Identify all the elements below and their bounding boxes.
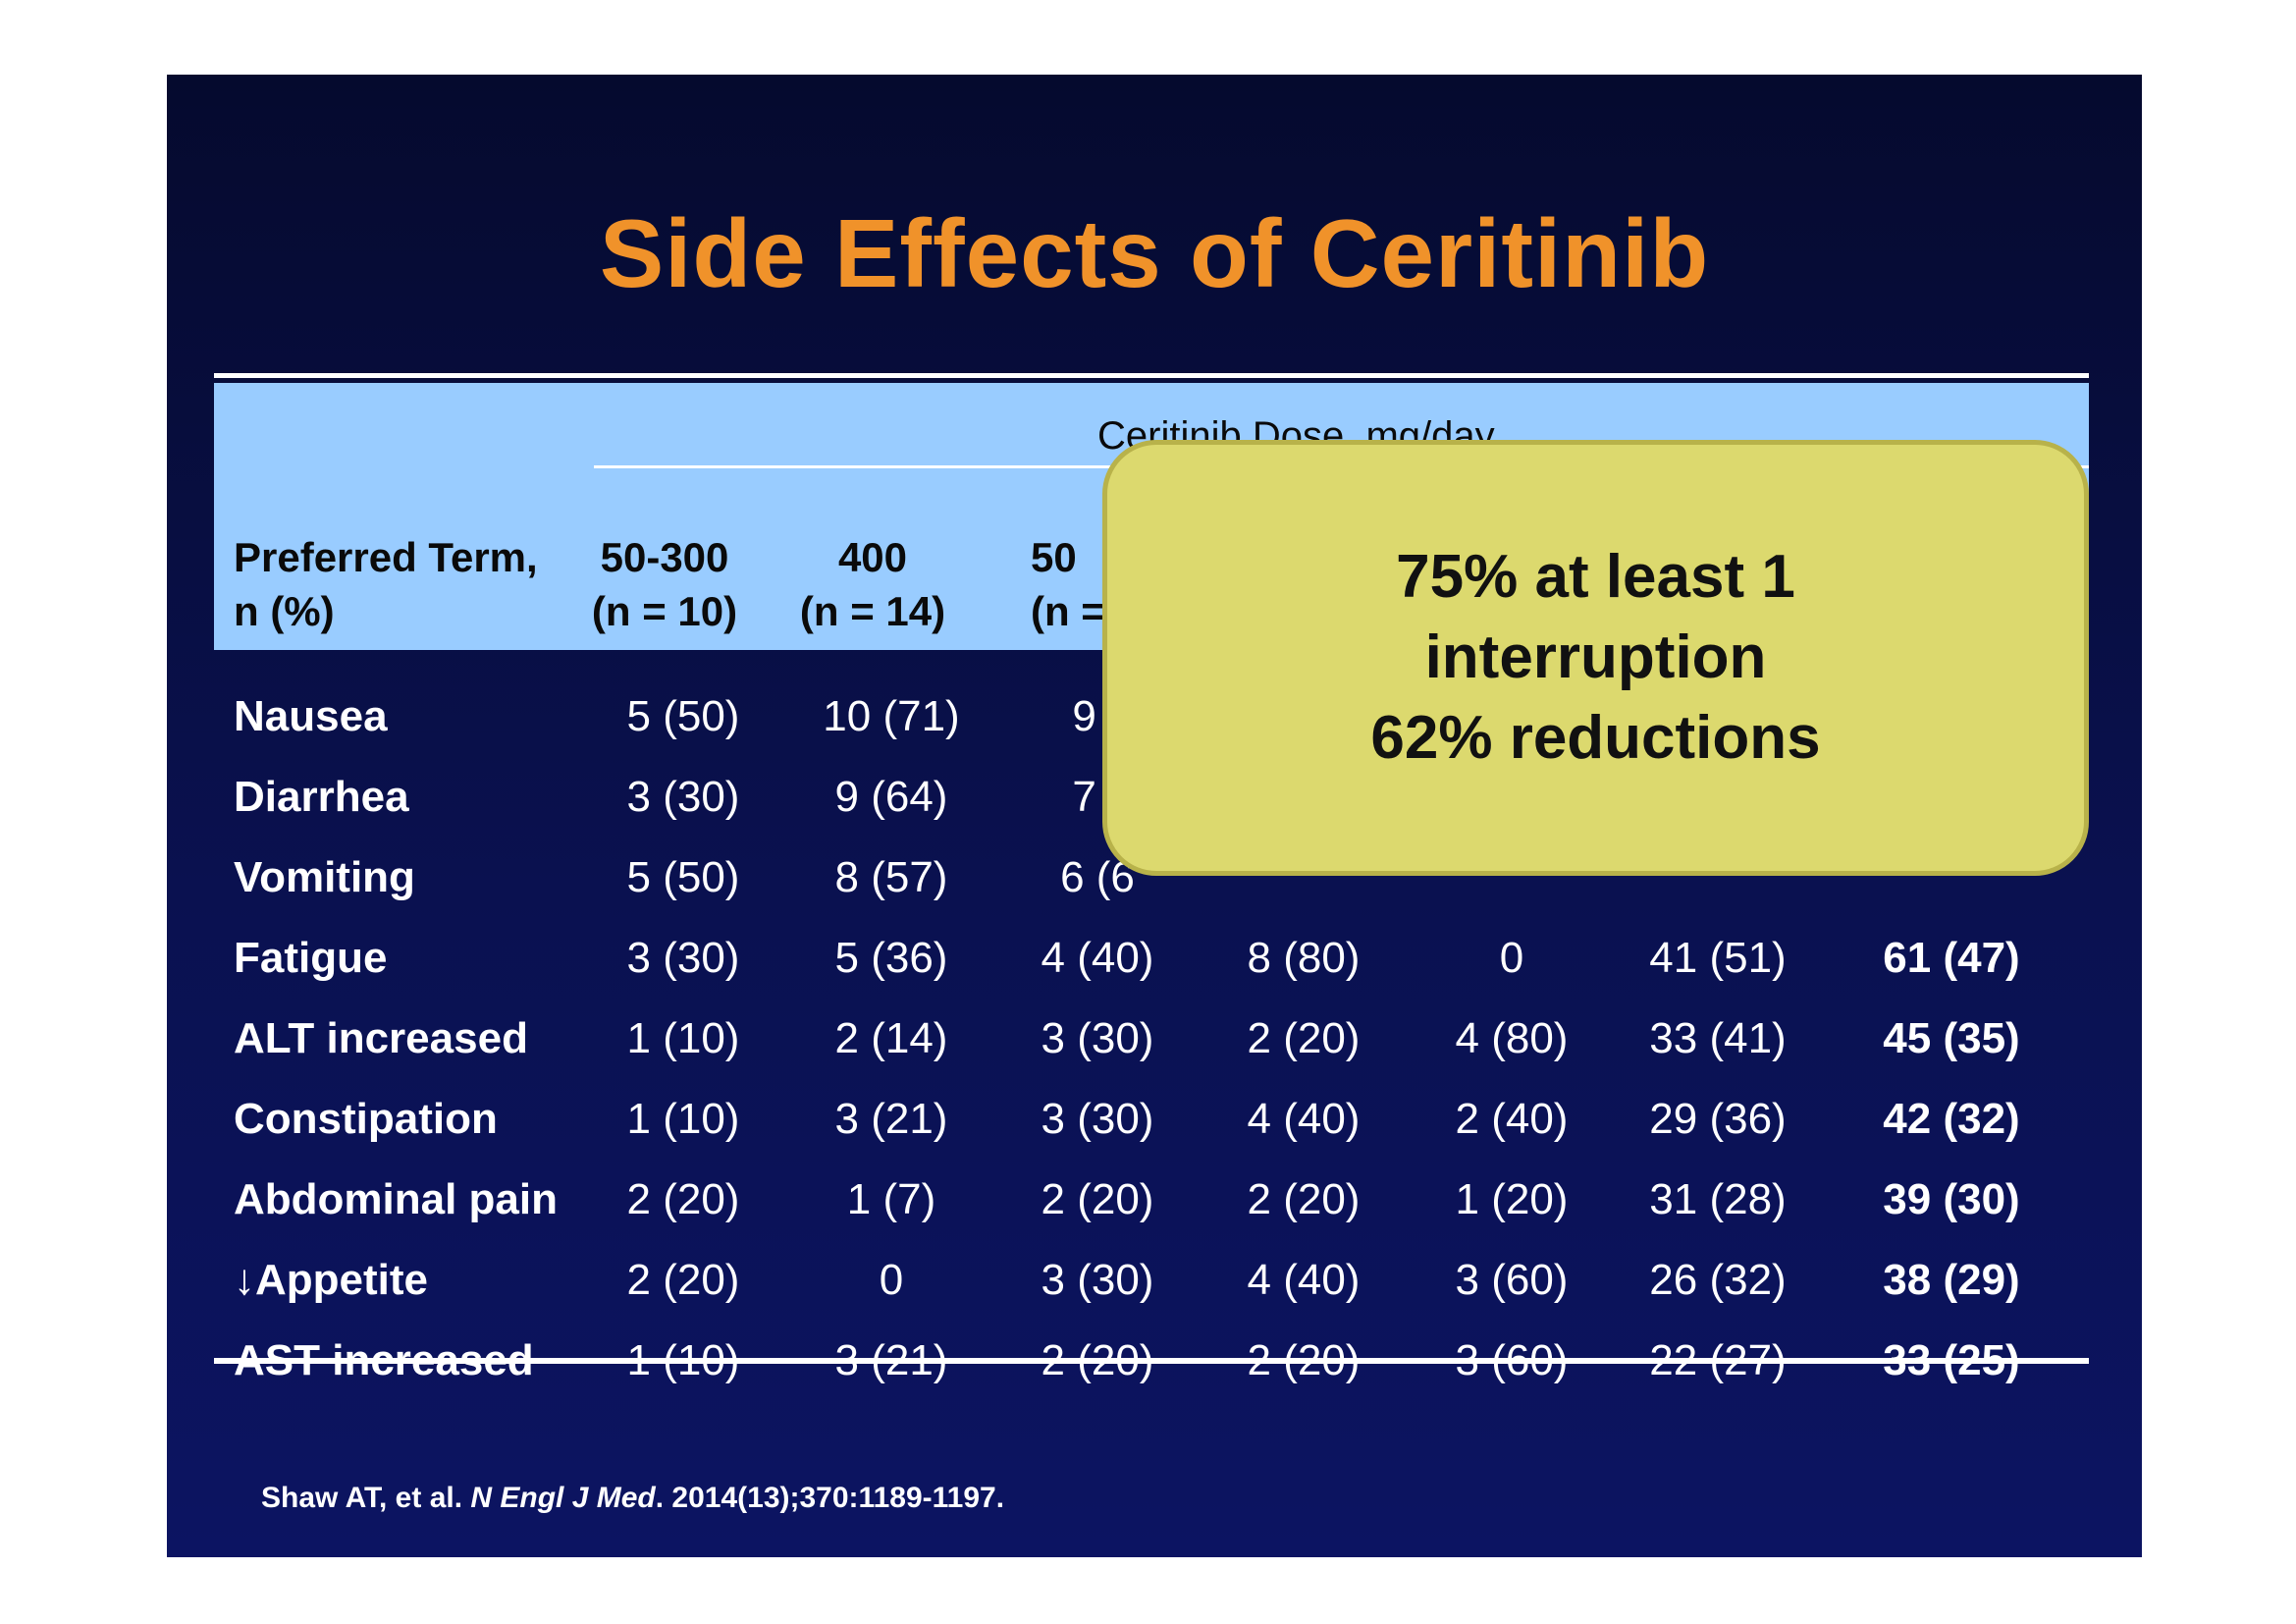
table-row: Abdominal pain 2 (20) 1 (7) 2 (20) 2 (20) 1 (… bbox=[214, 1160, 2089, 1240]
cell-value: 29 (36) bbox=[1649, 1095, 1787, 1143]
callout-line-1: 75% at least 1 bbox=[1396, 543, 1795, 611]
cell-value: 3 (30) bbox=[1041, 1014, 1154, 1062]
cell-value: 3 (30) bbox=[626, 773, 740, 821]
cell-value: 1 (10) bbox=[626, 1095, 740, 1143]
cell-value: 2 (20) bbox=[1041, 1175, 1154, 1223]
term-header: Preferred Term, n (%) bbox=[234, 534, 538, 634]
cell-value: 39 (30) bbox=[1883, 1175, 2020, 1223]
cell-value: 0 bbox=[1499, 934, 1524, 982]
cell-value: 5 (50) bbox=[626, 853, 740, 901]
cell-value: 1 (20) bbox=[1455, 1175, 1569, 1223]
cell-value: 41 (51) bbox=[1649, 934, 1787, 982]
cell-value: 5 (36) bbox=[834, 934, 948, 982]
cell-value: 4 (40) bbox=[1041, 934, 1154, 982]
row-term: ↓Appetite bbox=[234, 1256, 428, 1304]
cell-value: 8 (57) bbox=[834, 853, 948, 901]
cell-value: 2 (40) bbox=[1455, 1095, 1569, 1143]
cell-value: 4 (40) bbox=[1247, 1095, 1361, 1143]
row-term: Vomiting bbox=[234, 853, 415, 901]
citation: Shaw AT, et al. N Engl J Med. 2014(13);3… bbox=[261, 1482, 1005, 1514]
cell-value: 9 (64) bbox=[834, 773, 948, 821]
cell-value: 2 (20) bbox=[626, 1175, 740, 1223]
cell-value: 5 (50) bbox=[626, 692, 740, 740]
cell-value: 1 (10) bbox=[626, 1014, 740, 1062]
cell-value: 2 (20) bbox=[626, 1256, 740, 1304]
table-row: Vomiting 5 (50) 8 (57) 6 (6 bbox=[214, 838, 2089, 918]
cell-value: 4 (80) bbox=[1455, 1014, 1569, 1062]
table-row: ALT increased 1 (10) 2 (14) 3 (30) 2 (20) 4 (… bbox=[214, 999, 2089, 1079]
callout-box: 75% at least 1 interruption 62% reductio… bbox=[1102, 440, 2089, 876]
column-header-partial: 50 (n = bbox=[1031, 534, 1105, 634]
table-row: ↓Appetite 2 (20) 0 3 (30) 4 (40) 3 (60) 26 (32… bbox=[214, 1240, 2089, 1321]
column-header-50-300: 50-300 (n = 10) bbox=[591, 534, 738, 634]
slide-title: Side Effects of Ceritinib bbox=[599, 199, 1710, 307]
callout-line-2: interruption bbox=[1424, 623, 1767, 691]
row-term: Constipation bbox=[234, 1095, 498, 1143]
column-header-400: 400 (n = 14) bbox=[799, 534, 946, 634]
table-top-rule bbox=[214, 373, 2089, 378]
cell-value: 42 (32) bbox=[1883, 1095, 2020, 1143]
cell-value: 3 (21) bbox=[834, 1095, 948, 1143]
row-term: Nausea bbox=[234, 692, 388, 740]
callout-line-3: 62% reductions bbox=[1370, 704, 1821, 772]
row-term: Diarrhea bbox=[234, 773, 409, 821]
cell-value: 45 (35) bbox=[1883, 1014, 2020, 1062]
cell-value: 8 (80) bbox=[1247, 934, 1361, 982]
cell-value: 1 (7) bbox=[846, 1175, 936, 1223]
table-row: Nausea 5 (50) 10 (71) 9 ( bbox=[214, 677, 2089, 757]
table-row: Fatigue 3 (30) 5 (36) 4 (40) 8 (80) 0 41 (51) 6… bbox=[214, 918, 2089, 999]
cell-value: 3 (30) bbox=[1041, 1256, 1154, 1304]
down-arrow-icon: ↓ bbox=[234, 1256, 255, 1304]
row-term: Abdominal pain bbox=[234, 1175, 558, 1223]
cell-value: 33 (41) bbox=[1649, 1014, 1787, 1062]
cell-value: 2 (20) bbox=[1247, 1014, 1361, 1062]
cell-value: 3 (60) bbox=[1455, 1256, 1569, 1304]
row-term: Fatigue bbox=[234, 934, 388, 982]
table-bottom-rule bbox=[214, 1358, 2089, 1364]
cell-value: 3 (30) bbox=[626, 934, 740, 982]
cell-value: 26 (32) bbox=[1649, 1256, 1787, 1304]
cell-value: 31 (28) bbox=[1649, 1175, 1787, 1223]
cell-value: 2 (14) bbox=[834, 1014, 948, 1062]
cell-value: 2 (20) bbox=[1247, 1175, 1361, 1223]
cell-value: 3 (30) bbox=[1041, 1095, 1154, 1143]
table-row: Constipation 1 (10) 3 (21) 3 (30) 4 (40) 2 (4… bbox=[214, 1079, 2089, 1160]
cell-value: 4 (40) bbox=[1247, 1256, 1361, 1304]
cell-value: 61 (47) bbox=[1883, 934, 2020, 982]
row-term: ALT increased bbox=[234, 1014, 528, 1062]
cell-value: 10 (71) bbox=[823, 692, 960, 740]
cell-value: 0 bbox=[879, 1256, 904, 1304]
cell-value: 38 (29) bbox=[1883, 1256, 2020, 1304]
